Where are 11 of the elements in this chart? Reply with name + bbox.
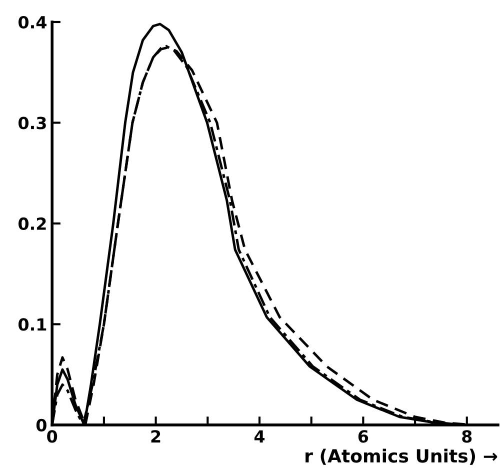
y-tick-label: 0.4 xyxy=(18,16,46,29)
y-tick-label: 0.1 xyxy=(18,318,46,331)
y-tick-label: 0 xyxy=(36,418,46,432)
y-tick-label: 0.3 xyxy=(18,116,46,130)
x-tick-label: 2 xyxy=(151,430,160,442)
x-tick-label: 0 xyxy=(47,430,58,443)
x-axis-title: r (Atomics Units) → xyxy=(306,448,498,465)
x-tick-label: 6 xyxy=(358,430,368,443)
y-tick-label: 0.2 xyxy=(18,217,46,230)
x-tick-label: 8 xyxy=(462,430,472,443)
x-tick-label: 4 xyxy=(254,430,265,442)
